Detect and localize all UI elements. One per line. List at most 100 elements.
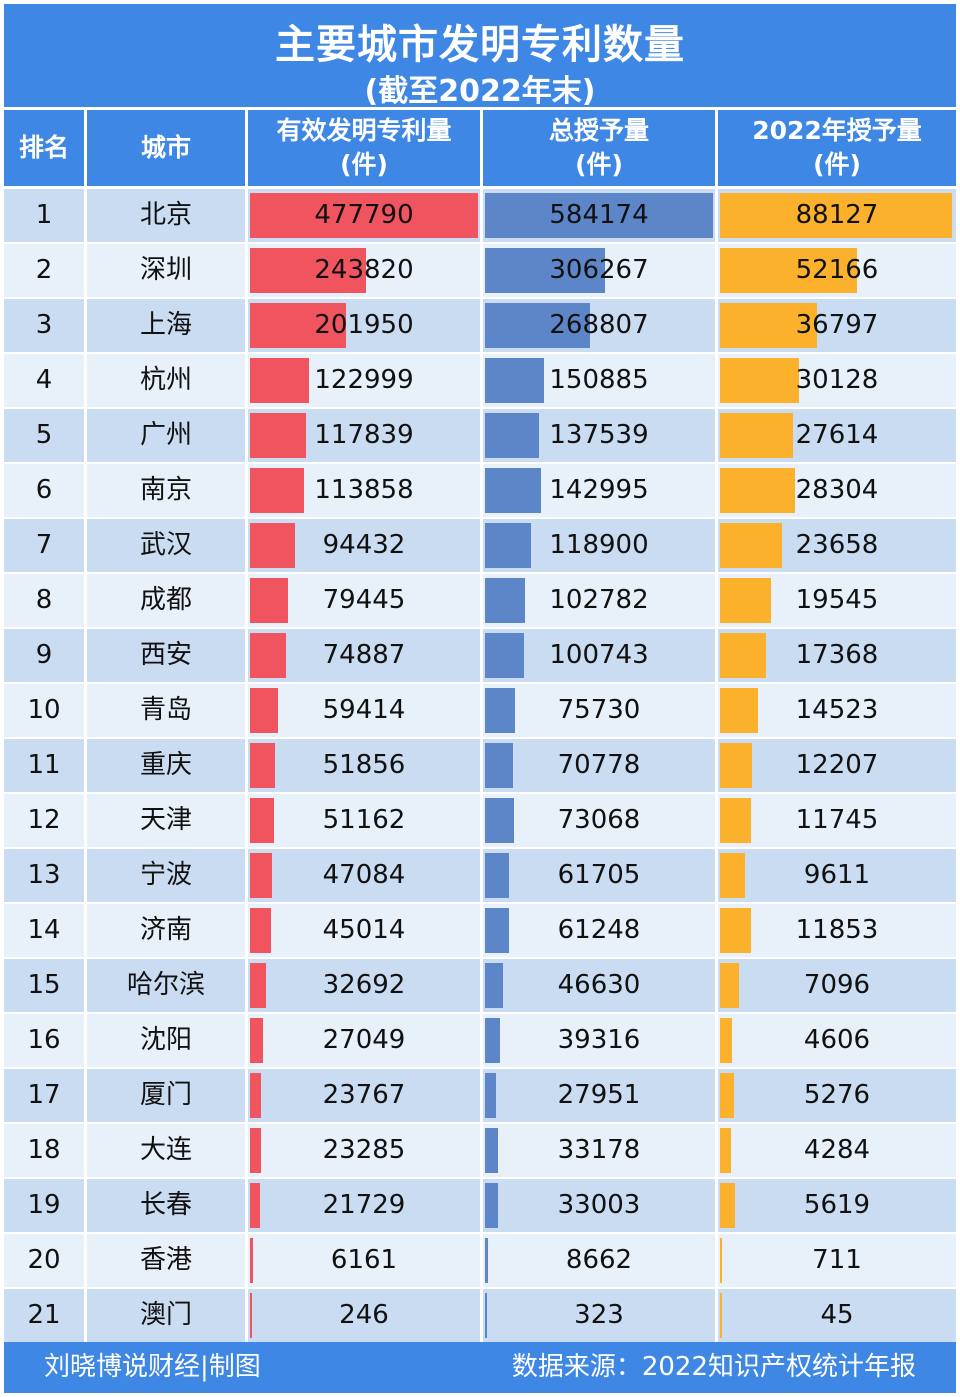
bar-total <box>485 633 524 678</box>
value-label-total: 39316 <box>557 1025 641 1055</box>
bar-total <box>485 1128 498 1173</box>
value-label-total: 8662 <box>565 1245 633 1275</box>
rank-cell: 6 <box>35 475 53 505</box>
value-label-y2022: 17368 <box>795 640 879 670</box>
bar-y2022 <box>720 1238 722 1283</box>
value-label-valid: 47084 <box>322 860 406 890</box>
bar-total <box>485 468 541 513</box>
bar-y2022 <box>720 798 751 843</box>
value-label-valid: 23285 <box>322 1135 406 1165</box>
bar-valid <box>250 963 266 1008</box>
value-label-total: 61248 <box>557 915 641 945</box>
rank-cell: 13 <box>27 860 61 890</box>
column-header-total-label: 总授予量 <box>548 116 649 145</box>
value-label-total: 584174 <box>549 200 649 230</box>
value-label-y2022: 88127 <box>795 200 879 230</box>
value-label-valid: 122999 <box>314 365 414 395</box>
bar-total <box>485 688 515 733</box>
value-label-total: 268807 <box>549 310 649 340</box>
value-label-valid: 32692 <box>322 970 406 1000</box>
column-header-total: 总授予量 (件) <box>483 110 715 186</box>
bar-valid <box>250 358 309 403</box>
bar-total <box>485 798 514 843</box>
rank-cell: 11 <box>27 750 61 780</box>
rank-cell: 20 <box>27 1245 61 1275</box>
value-label-y2022: 5619 <box>803 1190 871 1220</box>
value-label-valid: 477790 <box>314 200 414 230</box>
bar-valid <box>250 743 275 788</box>
bar-y2022 <box>720 853 745 898</box>
column-header-rank: 排名 <box>4 110 84 186</box>
bar-total <box>485 523 531 568</box>
value-label-valid: 74887 <box>322 640 406 670</box>
column-header-2022-unit: (件) <box>813 150 861 179</box>
bar-y2022 <box>720 908 751 953</box>
bar-total <box>485 853 509 898</box>
bar-y2022 <box>720 1073 734 1118</box>
city-cell: 青岛 <box>139 695 192 725</box>
value-label-valid: 59414 <box>322 695 406 725</box>
column-header-city: 城市 <box>87 110 245 186</box>
bar-valid <box>250 1128 261 1173</box>
value-label-y2022: 23658 <box>795 530 879 560</box>
bar-valid <box>250 468 304 513</box>
bar-y2022 <box>720 468 795 513</box>
bar-valid <box>250 1018 263 1063</box>
value-label-valid: 27049 <box>322 1025 406 1055</box>
column-header-total-unit: (件) <box>575 150 623 179</box>
value-label-total: 27951 <box>557 1080 641 1110</box>
bar-y2022 <box>720 303 817 348</box>
city-cell: 天津 <box>139 805 192 835</box>
value-label-total: 33003 <box>557 1190 641 1220</box>
rank-cell: 9 <box>35 640 53 670</box>
value-label-total: 73068 <box>557 805 641 835</box>
rank-cell: 3 <box>35 310 53 340</box>
bar-valid <box>250 798 274 843</box>
value-label-total: 142995 <box>549 475 649 505</box>
bar-y2022 <box>720 413 793 458</box>
rank-cell: 2 <box>35 255 53 285</box>
city-cell: 大连 <box>139 1135 192 1165</box>
bar-y2022 <box>720 1128 731 1173</box>
value-label-total: 100743 <box>549 640 649 670</box>
value-label-y2022: 19545 <box>795 585 879 615</box>
city-cell: 重庆 <box>139 750 192 780</box>
city-cell: 宁波 <box>139 860 192 890</box>
bar-valid <box>250 578 288 623</box>
value-label-y2022: 45 <box>820 1300 854 1330</box>
value-label-valid: 21729 <box>322 1190 406 1220</box>
city-cell: 哈尔滨 <box>126 970 205 1000</box>
value-label-total: 75730 <box>557 695 641 725</box>
column-divider <box>245 110 248 1342</box>
bar-y2022 <box>720 358 799 403</box>
value-label-valid: 94432 <box>322 530 406 560</box>
bar-y2022 <box>720 1183 735 1228</box>
bar-valid <box>250 523 295 568</box>
bar-valid <box>250 1183 260 1228</box>
rank-cell: 18 <box>27 1135 61 1165</box>
value-label-y2022: 36797 <box>795 310 879 340</box>
value-label-valid: 51856 <box>322 750 406 780</box>
rank-cell: 4 <box>35 365 53 395</box>
city-cell: 济南 <box>139 915 192 945</box>
rank-cell: 21 <box>27 1300 61 1330</box>
city-cell: 西安 <box>139 640 192 670</box>
column-header-valid-label: 有效发明专利量 <box>276 116 452 145</box>
bar-total <box>485 1238 488 1283</box>
value-label-y2022: 11745 <box>795 805 879 835</box>
bar-y2022 <box>720 1293 722 1338</box>
bar-y2022 <box>720 578 771 623</box>
city-cell: 北京 <box>139 200 192 230</box>
bar-valid <box>250 248 366 293</box>
column-header-2022: 2022年授予量 (件) <box>718 110 956 186</box>
bar-total <box>485 248 605 293</box>
bar-y2022 <box>720 523 782 568</box>
value-label-y2022: 14523 <box>795 695 879 725</box>
rank-cell: 17 <box>27 1080 61 1110</box>
value-label-total: 323 <box>574 1300 624 1330</box>
value-label-total: 70778 <box>557 750 641 780</box>
bar-y2022 <box>720 688 758 733</box>
value-label-valid: 23767 <box>322 1080 406 1110</box>
city-cell: 上海 <box>139 310 192 340</box>
